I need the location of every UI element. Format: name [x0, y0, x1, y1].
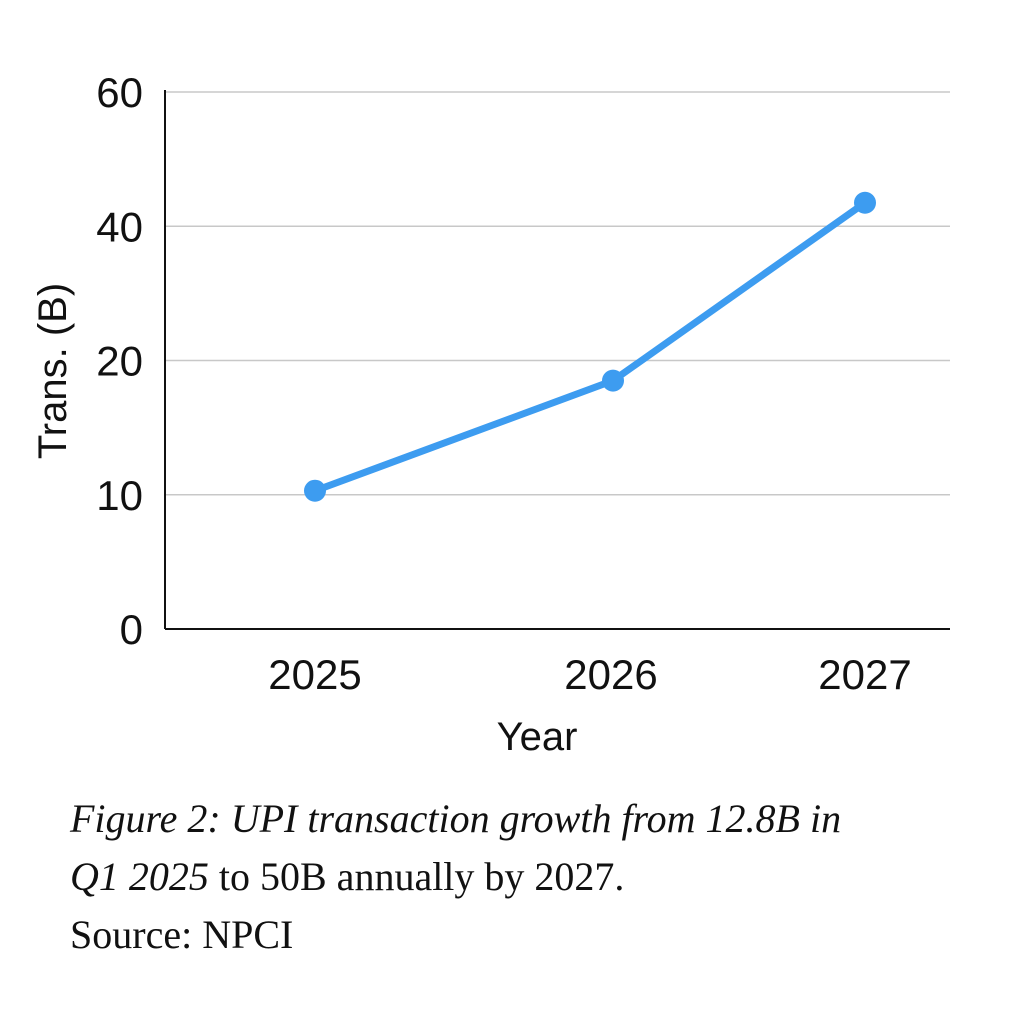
y-tick-label: 40	[96, 203, 143, 250]
x-tick-label: 2025	[268, 651, 361, 698]
figure-caption: Figure 2: UPI transaction growth from 12…	[70, 790, 970, 964]
data-point-2025	[304, 479, 326, 502]
data-point-2026	[602, 369, 624, 392]
caption-line-2: Q1 2025 to 50B annually by 2027.	[70, 848, 970, 906]
data-point-2027	[854, 191, 876, 214]
y-tick-label: 60	[96, 69, 143, 116]
caption-line-1-text: Figure 2: UPI transaction growth from 12…	[70, 796, 842, 841]
caption-source: Source: NPCI	[70, 912, 294, 957]
y-tick-label: 20	[96, 338, 143, 385]
y-tick-label: 0	[120, 606, 143, 653]
x-tick-label: 2026	[564, 651, 657, 698]
caption-line-2-rest: to 50B annually by 2027.	[208, 854, 625, 899]
chart-canvas: 0 10 20 40 60 2025 2026 2027 Year Trans. (B)	[31, 69, 950, 759]
line-chart: 0 10 20 40 60 2025 2026 2027 Year Trans. (B)	[31, 69, 950, 759]
caption-line-1: Figure 2: UPI transaction growth from 12…	[70, 790, 970, 848]
x-axis-label: Year	[497, 715, 578, 759]
x-tick-label: 2027	[818, 651, 911, 698]
y-axis-label: Trans. (B)	[31, 283, 75, 459]
y-tick-label: 10	[96, 472, 143, 519]
series-line	[311, 199, 869, 495]
caption-line-2-italic: Q1 2025	[70, 854, 209, 899]
